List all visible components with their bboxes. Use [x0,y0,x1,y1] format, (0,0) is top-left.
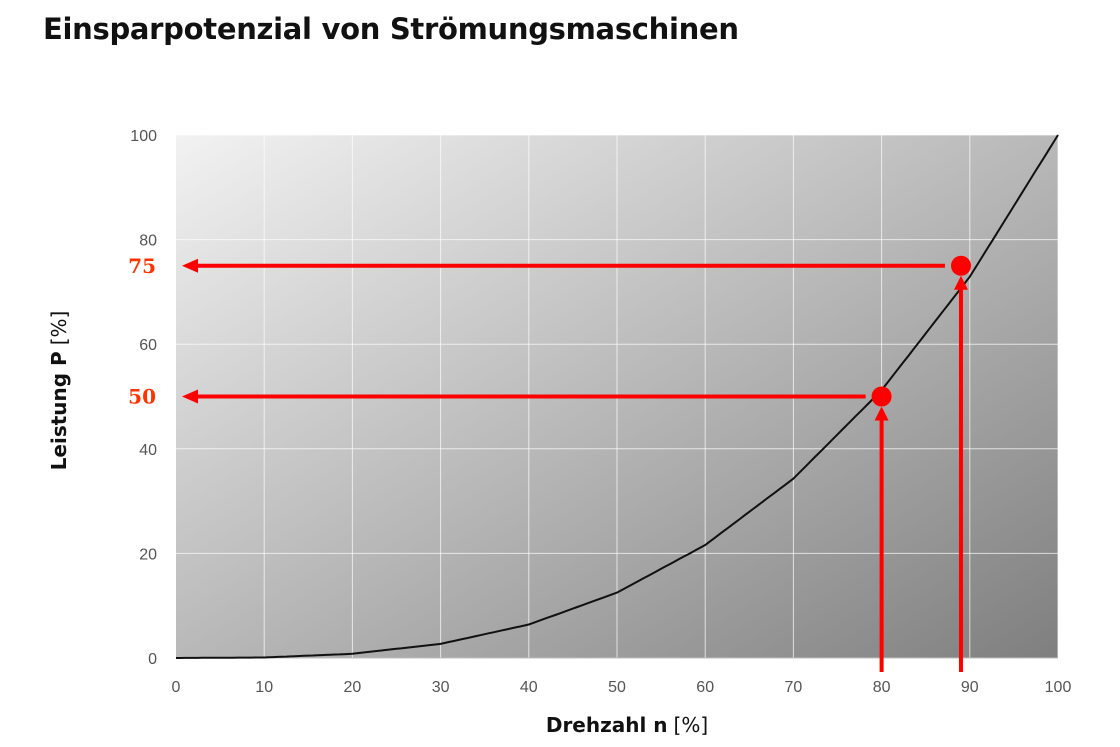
x-tick-label: 60 [696,679,714,696]
data-series [176,134,1059,659]
y-tick-label: 60 [139,337,157,354]
vertical-arrow-head [874,406,889,421]
highlight-value-label: 50 [128,385,156,409]
x-tick-label: 0 [172,679,181,696]
highlight-point [950,255,971,276]
y-axis-label-name: Leistung P [47,351,71,470]
horizontal-arrow-head [182,389,198,404]
x-tick-label: 70 [785,679,803,696]
x-tick-label: 20 [344,679,362,696]
y-axis-label-unit: [%] [47,311,71,346]
highlight-value-label: 75 [128,254,156,278]
y-tick-label: 100 [130,128,157,145]
y-axis-label: Leistung P [%] [47,311,71,471]
chart-title: Einsparpotenzial von Strömungsmaschinen [43,12,739,46]
x-tick-label: 100 [1045,679,1072,696]
y-tick-label: 20 [139,546,157,563]
x-tick-label: 50 [608,679,626,696]
x-tick-label: 10 [255,679,273,696]
y-tick-label: 80 [139,233,157,250]
highlight-point [871,386,892,407]
vertical-arrow-head [953,275,968,290]
x-axis-label-unit: [%] [674,713,709,737]
x-tick-label: 30 [432,679,450,696]
x-tick-label: 90 [961,679,979,696]
x-tick-label: 80 [873,679,891,696]
data-line [176,134,1059,659]
y-tick-label: 0 [148,651,157,668]
y-tick-label: 40 [139,442,157,459]
tick-labels: 0 10 20 30 40 50 60 70 80 90 100 0 20 40 60 80 100 [130,128,1071,696]
highlight-annotations: 50 75 [128,254,971,672]
horizontal-arrow-head [182,258,198,273]
x-axis-label: Drehzahl n [%] [546,713,708,737]
x-axis-label-name: Drehzahl n [546,713,668,737]
x-tick-label: 40 [520,679,538,696]
